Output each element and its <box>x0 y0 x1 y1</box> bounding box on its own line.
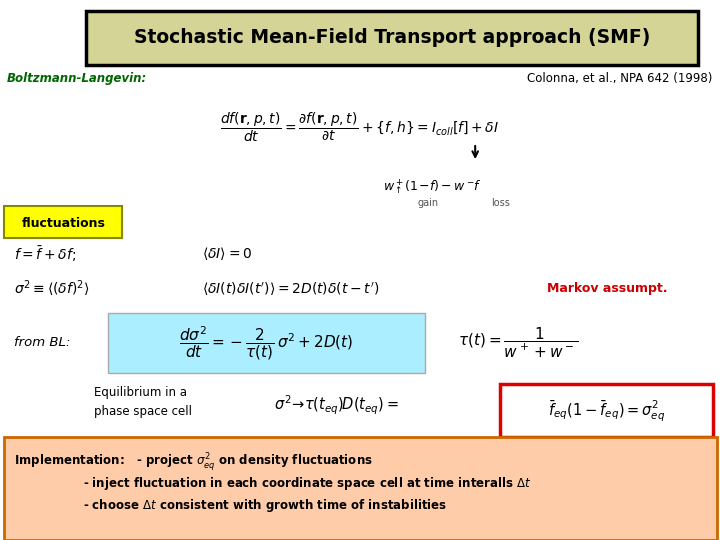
Text: Markov assumpt.: Markov assumpt. <box>547 282 667 295</box>
FancyBboxPatch shape <box>4 437 717 540</box>
Text: from BL:: from BL: <box>14 336 71 349</box>
Text: $\langle \delta I \rangle = 0$: $\langle \delta I \rangle = 0$ <box>202 245 252 262</box>
Text: $\sigma^2 \!\to\! \tau(t_{eq})D(t_{eq}) =$: $\sigma^2 \!\to\! \tau(t_{eq})D(t_{eq}) … <box>274 393 399 417</box>
Text: $\tau(t) = \dfrac{1}{w^+ + w^-}$: $\tau(t) = \dfrac{1}{w^+ + w^-}$ <box>459 326 578 360</box>
Text: $w^+_{\uparrow}(1\!-\!f) - w^-\!f$: $w^+_{\uparrow}(1\!-\!f) - w^-\!f$ <box>383 177 481 196</box>
Text: gain: gain <box>418 198 439 207</box>
FancyBboxPatch shape <box>500 384 713 437</box>
Text: Colonna, et al., NPA 642 (1998): Colonna, et al., NPA 642 (1998) <box>528 72 713 85</box>
FancyBboxPatch shape <box>108 313 425 373</box>
Text: Stochastic Mean-Field Transport approach (SMF): Stochastic Mean-Field Transport approach… <box>134 28 651 48</box>
Text: Equilibrium in a
phase space cell: Equilibrium in a phase space cell <box>94 386 192 418</box>
FancyBboxPatch shape <box>86 11 698 65</box>
FancyBboxPatch shape <box>4 206 122 238</box>
Text: - inject fluctuation in each coordinate space cell at time interalls $\Delta t$: - inject fluctuation in each coordinate … <box>83 475 531 492</box>
Text: fluctuations: fluctuations <box>22 217 105 230</box>
Text: $f = \bar{f} + \delta f;$: $f = \bar{f} + \delta f;$ <box>14 244 76 264</box>
Text: $\langle \delta I(t)\delta I(t^{\prime}) \rangle = 2D(t)\delta(t-t^{\prime})$: $\langle \delta I(t)\delta I(t^{\prime})… <box>202 280 379 298</box>
Text: $\dfrac{df(\mathbf{r},p,t)}{dt} = \dfrac{\partial f(\mathbf{r},p,t)}{\partial t}: $\dfrac{df(\mathbf{r},p,t)}{dt} = \dfrac… <box>220 110 500 144</box>
Text: $\bar{f}_{eq}(1-\bar{f}_{eq}) = \sigma^2_{eq}$: $\bar{f}_{eq}(1-\bar{f}_{eq}) = \sigma^2… <box>548 399 666 424</box>
Text: - choose $\Delta t$ consistent with growth time of instabilities: - choose $\Delta t$ consistent with grow… <box>83 497 447 515</box>
Text: loss: loss <box>491 198 510 207</box>
Text: $\sigma^2 \equiv \langle (\delta f)^2 \rangle$: $\sigma^2 \equiv \langle (\delta f)^2 \r… <box>14 279 90 299</box>
Text: Implementation:   - project $\sigma^2_{eq}$ on density fluctuations: Implementation: - project $\sigma^2_{eq}… <box>14 451 373 472</box>
Text: Boltzmann-Langevin:: Boltzmann-Langevin: <box>7 72 148 85</box>
Text: $\dfrac{d\sigma^2}{dt} = -\dfrac{2}{\tau(t)}\,\sigma^2 + 2D(t)$: $\dfrac{d\sigma^2}{dt} = -\dfrac{2}{\tau… <box>179 324 354 362</box>
